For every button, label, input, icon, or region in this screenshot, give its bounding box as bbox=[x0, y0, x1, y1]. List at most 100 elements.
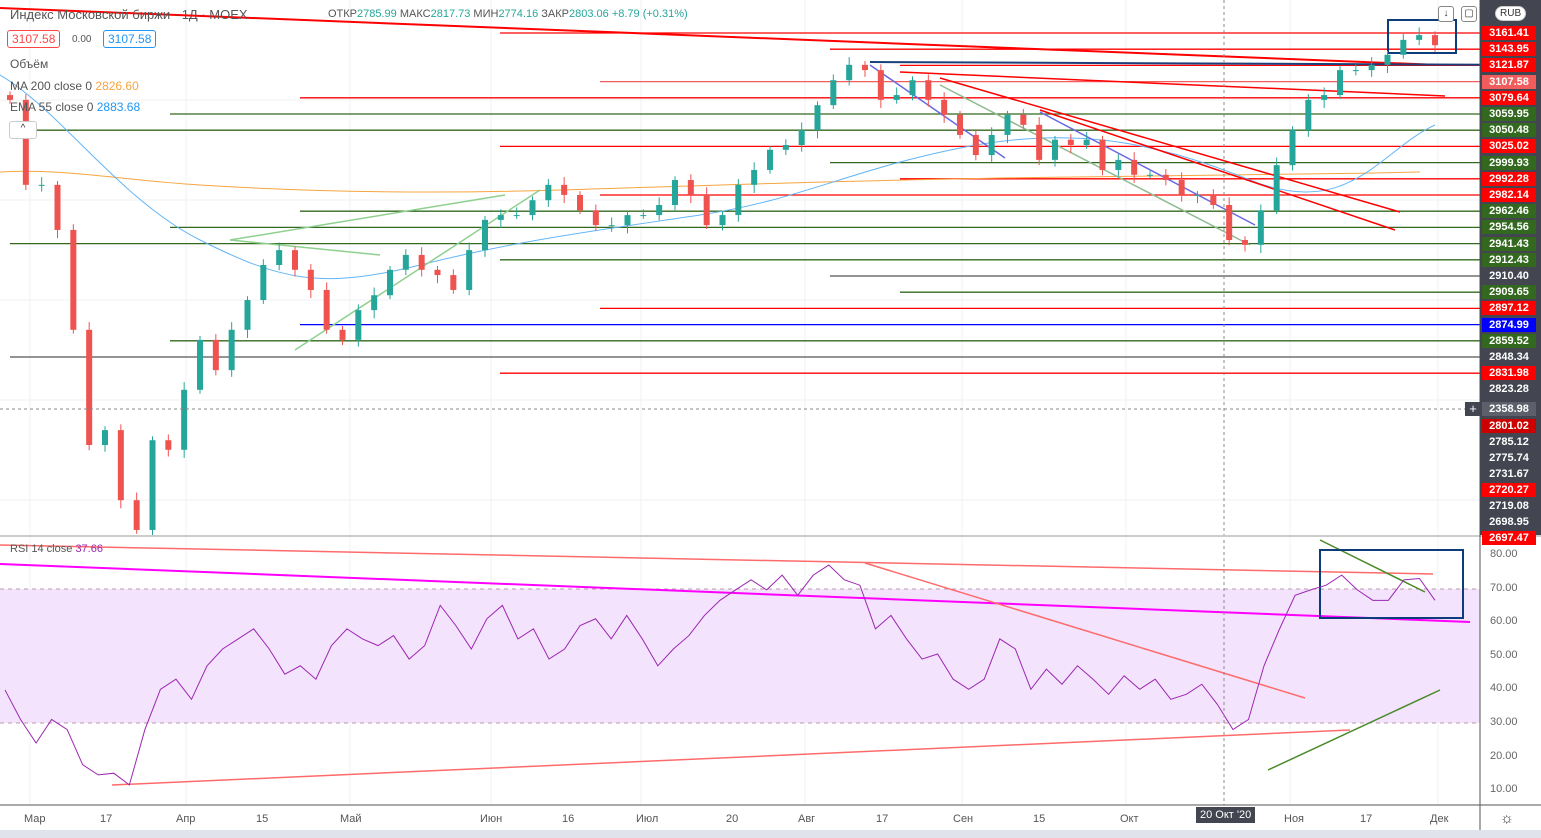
highlight-box-price[interactable] bbox=[1387, 19, 1457, 54]
candle-body bbox=[70, 229, 77, 330]
rsi-band bbox=[0, 589, 1480, 723]
candle-body bbox=[751, 169, 758, 185]
candle-body bbox=[86, 329, 93, 445]
candle-body bbox=[450, 275, 457, 290]
ema-value: 2883.68 bbox=[96, 100, 141, 114]
price-axis-bg[interactable] bbox=[1480, 0, 1541, 535]
price-axis-label: 2731.67 bbox=[1489, 468, 1529, 480]
candles bbox=[7, 27, 1438, 536]
symbol-title[interactable]: Индекс Московской биржи · 1Д · MOEX bbox=[10, 7, 248, 22]
candle-body bbox=[1368, 64, 1375, 71]
candle-body bbox=[1384, 54, 1391, 65]
trend-lines[interactable] bbox=[0, 7, 1541, 786]
volume-legend[interactable]: Объём bbox=[10, 57, 49, 71]
price-axis-label: 2909.65 bbox=[1482, 285, 1536, 300]
candle-body bbox=[608, 225, 615, 227]
candle-body bbox=[1321, 95, 1328, 100]
candle-body bbox=[54, 184, 61, 230]
open-label: ОТКР bbox=[328, 8, 358, 20]
candle-body bbox=[371, 295, 378, 311]
candle-body bbox=[1257, 210, 1264, 245]
price-axis-label: 2992.28 bbox=[1482, 171, 1536, 186]
candle-body bbox=[1242, 240, 1248, 245]
scroll-down-icon[interactable]: ↓ bbox=[1438, 6, 1454, 22]
price-axis-label: 3143.95 bbox=[1482, 42, 1536, 57]
candle-body bbox=[862, 64, 868, 71]
candle-body bbox=[260, 265, 267, 301]
bid-price-button[interactable]: 3107.58 bbox=[7, 30, 61, 48]
ema-legend[interactable]: EMA 55 close 0 2883.68 bbox=[10, 100, 140, 114]
price-axis-label: 2912.43 bbox=[1482, 252, 1536, 267]
candle-body bbox=[133, 500, 140, 530]
candle-body bbox=[1036, 124, 1043, 160]
time-axis-label: 15 bbox=[1033, 813, 1046, 825]
candle-body bbox=[767, 149, 773, 170]
maximize-icon[interactable]: ▢ bbox=[1461, 6, 1477, 22]
time-axis-label: Май bbox=[340, 813, 362, 825]
candle-body bbox=[672, 180, 678, 205]
candle-body bbox=[735, 184, 742, 216]
close-label: ЗАКР bbox=[541, 8, 569, 20]
candle-body bbox=[1083, 139, 1090, 145]
time-axis-label: 17 bbox=[100, 813, 113, 825]
rsi-legend[interactable]: RSI 14 close 37.66 bbox=[10, 543, 103, 555]
rsi-axis-label: 50.00 bbox=[1490, 648, 1518, 661]
rsi-axis-label: 60.00 bbox=[1490, 615, 1518, 628]
highlight-box-rsi[interactable] bbox=[1319, 549, 1464, 619]
candle-body bbox=[418, 254, 425, 270]
price-axis-label: 3121.87 bbox=[1482, 58, 1536, 73]
candle-body bbox=[782, 145, 789, 150]
candle-body bbox=[434, 269, 441, 276]
low-value: 2774.16 bbox=[498, 8, 539, 20]
candle-body bbox=[1131, 159, 1138, 175]
candle-body bbox=[941, 99, 948, 115]
low-label: МИН bbox=[473, 8, 499, 20]
collapse-legend-button[interactable]: ^ bbox=[9, 121, 37, 139]
candle-body bbox=[1416, 35, 1423, 40]
price-axis-label: 3059.95 bbox=[1482, 107, 1536, 121]
candle-body bbox=[355, 310, 362, 340]
rsi-line bbox=[4, 564, 1436, 786]
price-axis-label: 2823.28 bbox=[1489, 383, 1529, 396]
bottom-bar bbox=[0, 830, 1541, 838]
ask-price-button[interactable]: 3107.58 bbox=[103, 30, 157, 48]
ema55-line bbox=[0, 74, 1436, 280]
ohlc-readout: ОТКР2785.99 МАКС2817.73 МИН2774.16 ЗАКР2… bbox=[328, 8, 688, 20]
candle-body bbox=[7, 95, 13, 100]
candle-body bbox=[656, 205, 663, 216]
candle-body bbox=[1020, 114, 1027, 125]
ema-label: EMA 55 close 0 bbox=[10, 100, 94, 114]
price-axis-label: 2719.08 bbox=[1489, 500, 1529, 512]
price-axis-label: 3161.41 bbox=[1482, 26, 1536, 40]
candle-body bbox=[719, 215, 726, 226]
candle-body bbox=[1432, 35, 1438, 46]
time-axis-label: 15 bbox=[256, 813, 269, 825]
currency-badge[interactable]: RUB bbox=[1495, 6, 1527, 21]
candle-body bbox=[529, 200, 536, 216]
candle-body bbox=[877, 70, 884, 100]
horizontal-levels bbox=[10, 32, 1480, 374]
candle-body bbox=[1400, 39, 1407, 55]
candle-body bbox=[972, 134, 979, 156]
price-axis-label: 2697.47 bbox=[1482, 531, 1536, 545]
time-axis-label: Окт bbox=[1120, 813, 1139, 825]
price-axis-label: 2848.34 bbox=[1489, 351, 1529, 363]
price-axis-label: 2831.98 bbox=[1482, 366, 1536, 381]
candle-body bbox=[402, 254, 409, 270]
high-label: МАКС bbox=[399, 8, 431, 20]
price-axis-label: 2982.14 bbox=[1482, 188, 1536, 202]
price-axis-label: 2874.99 bbox=[1482, 317, 1536, 332]
candle-body bbox=[228, 329, 235, 371]
ma-legend[interactable]: MA 200 close 0 2826.60 bbox=[10, 79, 139, 93]
time-axis-label: 20 bbox=[726, 813, 739, 825]
settings-gear-icon[interactable]: ☼ bbox=[1500, 810, 1514, 827]
candle-body bbox=[292, 250, 298, 270]
price-axis-label: 3050.48 bbox=[1482, 123, 1536, 138]
rsi-axis-label: 70.00 bbox=[1490, 581, 1518, 594]
candle-body bbox=[102, 430, 108, 445]
candle-body bbox=[276, 250, 283, 265]
crosshair-plus-icon[interactable]: + bbox=[1465, 402, 1481, 416]
candle-body bbox=[244, 300, 251, 330]
ma200-line bbox=[0, 170, 1421, 193]
